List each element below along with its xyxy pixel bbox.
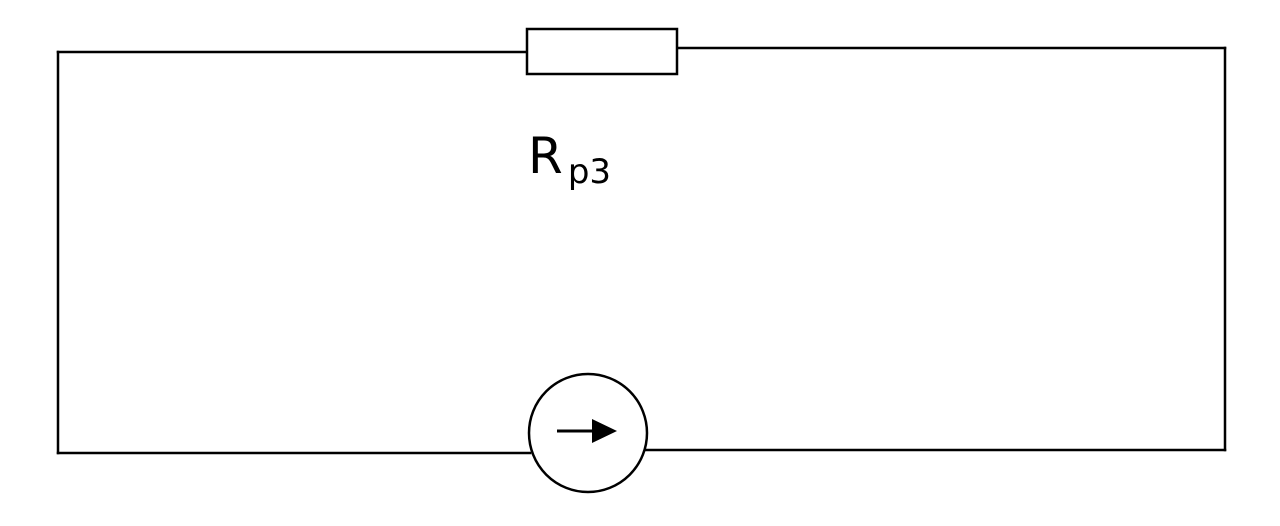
- resistor-label-main: R: [528, 127, 563, 185]
- current-source: [527, 372, 649, 494]
- resistor: [525, 27, 679, 76]
- right-arrow-icon: [557, 419, 617, 443]
- resistor-label-subscript: p3: [568, 152, 611, 192]
- resistor-label: R p3: [528, 127, 611, 192]
- current-source-circle: [527, 372, 649, 494]
